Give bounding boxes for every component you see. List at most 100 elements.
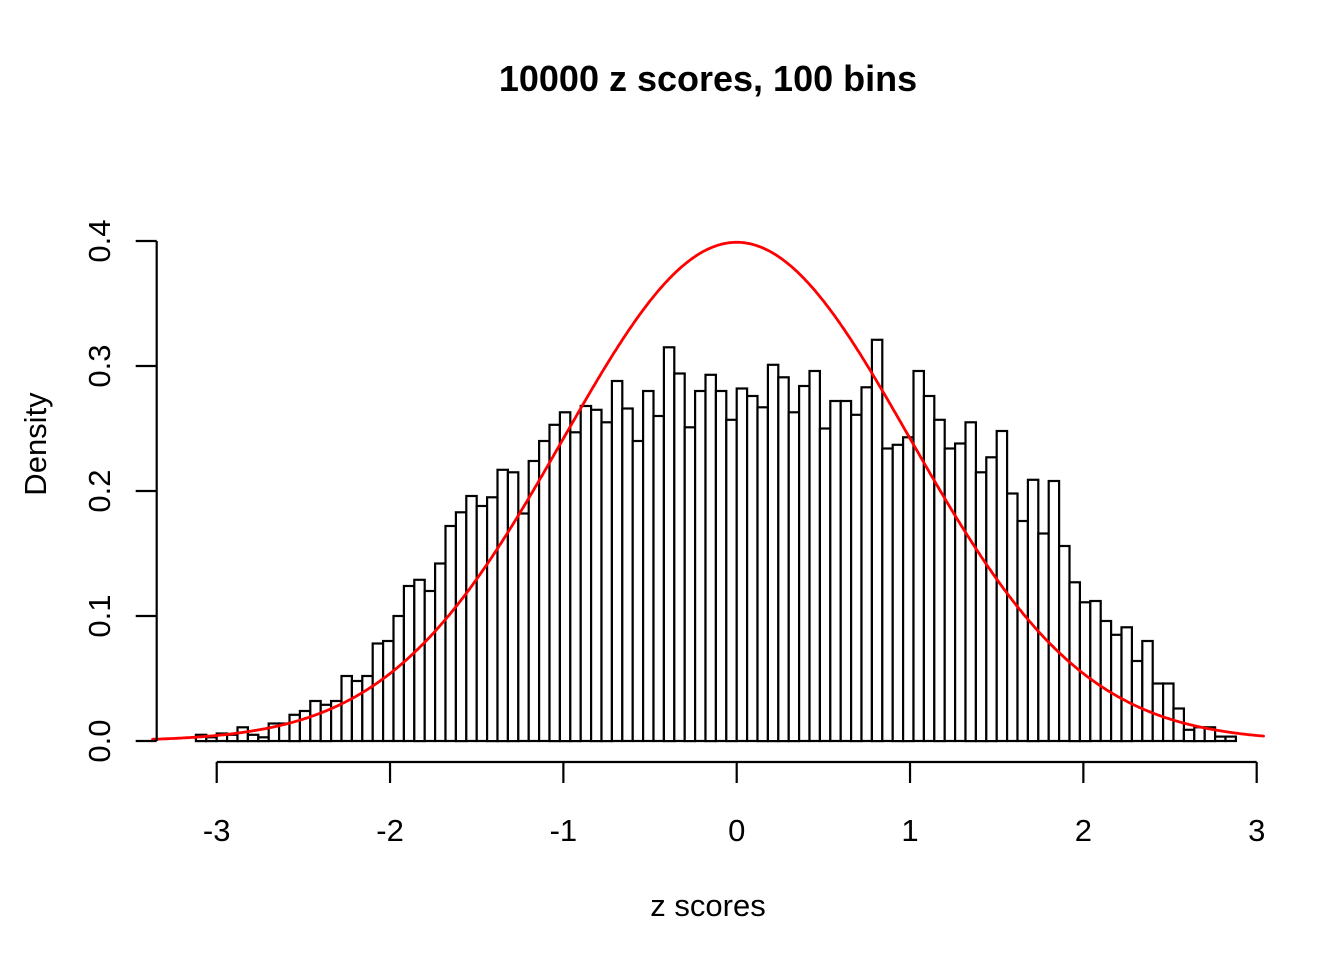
chart-title: 10000 z scores, 100 bins — [498, 58, 918, 99]
histogram-bar — [673, 372, 686, 743]
histogram-bar — [912, 369, 925, 743]
histogram-bar — [309, 699, 322, 743]
histogram-bar — [766, 363, 780, 743]
histogram-bar — [506, 471, 520, 743]
histogram-bar — [641, 389, 655, 743]
histogram-bar — [600, 421, 613, 743]
y-tick-label: 0.2 — [82, 469, 117, 512]
histogram-bar — [704, 373, 717, 743]
histogram-bar — [1172, 707, 1185, 743]
histogram-bar — [434, 562, 447, 743]
y-tick-label: 0.3 — [82, 344, 117, 387]
y-tick-label: 0.4 — [82, 219, 117, 262]
histogram-bar — [818, 427, 832, 743]
histogram-bar — [621, 407, 634, 743]
histogram-bar — [1109, 633, 1123, 743]
histogram-bar — [735, 387, 749, 743]
histogram-bar — [444, 524, 457, 743]
histogram-bar — [548, 423, 561, 743]
histogram-bar — [631, 439, 645, 743]
histogram-bar — [1182, 728, 1196, 743]
histogram-bar — [922, 394, 936, 743]
histogram-bar — [558, 411, 572, 743]
x-tick-label: 0 — [728, 813, 745, 848]
histogram-bar — [257, 736, 270, 743]
histogram-bar — [527, 459, 541, 743]
histogram-bar — [1057, 544, 1071, 743]
histogram-bar — [1193, 726, 1206, 743]
histogram-bar — [725, 418, 738, 743]
histogram-bar — [881, 447, 894, 743]
histogram-bar — [860, 386, 873, 743]
histogram-bar — [382, 639, 395, 743]
x-tick-label: 2 — [1075, 813, 1092, 848]
histogram-bar — [1005, 492, 1019, 743]
histogram-bar — [350, 679, 364, 743]
histogram-bar — [465, 494, 478, 743]
histogram-bar — [496, 468, 509, 743]
histogram-bar — [1120, 626, 1133, 743]
histogram-bar — [953, 442, 967, 743]
histogram-bar — [756, 406, 769, 743]
histogram-bar — [1089, 599, 1102, 743]
histogram-bar — [849, 413, 863, 743]
histogram-bar — [454, 511, 468, 743]
histogram-bar — [933, 418, 946, 743]
histogram-bar — [1203, 726, 1217, 743]
x-tick-label: -3 — [203, 813, 231, 848]
histogram-bar — [891, 443, 905, 743]
histogram-bar — [205, 736, 218, 743]
histogram-bar — [964, 421, 977, 743]
histogram-bar — [517, 512, 530, 743]
histogram-bar — [943, 447, 957, 743]
histogram-bar — [839, 399, 853, 743]
histogram-bar — [797, 384, 811, 743]
histogram-bar — [610, 379, 624, 743]
histogram-bar — [1224, 735, 1237, 743]
histogram-bar — [1026, 478, 1040, 743]
histogram-bar — [371, 642, 385, 743]
histogram-bar — [569, 431, 582, 743]
histogram-bar — [714, 389, 728, 743]
histogram-bar — [226, 733, 239, 743]
y-tick-label: 0.1 — [82, 594, 117, 637]
histogram-bar — [1047, 479, 1061, 743]
histogram-bar — [870, 338, 884, 743]
histogram-bar — [787, 411, 801, 743]
histogram-bar — [475, 504, 489, 743]
histogram-bar — [288, 713, 301, 743]
histogram-bar — [974, 471, 988, 743]
x-tick-label: 3 — [1248, 813, 1265, 848]
normal-curve — [151, 240, 1265, 741]
histogram-bar — [652, 414, 665, 743]
histogram-bar — [829, 399, 842, 743]
histogram-bar — [808, 369, 821, 743]
histogram-bar — [579, 404, 593, 743]
x-tick-label: -2 — [376, 813, 404, 848]
histogram-bar — [589, 408, 603, 743]
x-tick-label: 1 — [901, 813, 918, 848]
histogram-bar — [1141, 639, 1154, 743]
histogram-bar — [777, 376, 790, 743]
histogram-bar — [1016, 519, 1029, 743]
histogram-bar — [246, 733, 260, 743]
histogram-bar — [693, 389, 707, 743]
histogram-bar — [1099, 619, 1113, 743]
histogram-bar — [1161, 682, 1175, 743]
histogram-bar — [745, 394, 759, 743]
histogram-bar — [340, 674, 353, 743]
histogram-bar — [537, 439, 551, 743]
x-tick-label: -1 — [550, 813, 578, 848]
histogram-bar — [1213, 735, 1227, 743]
histogram-bar — [423, 589, 437, 743]
y-tick-label: 0.0 — [82, 719, 117, 762]
histogram-bar — [662, 346, 676, 743]
histogram-bar — [985, 456, 998, 743]
histogram-bar — [901, 436, 915, 743]
histogram-bar — [298, 709, 312, 743]
histogram-bar — [392, 614, 405, 743]
histogram-bar — [1130, 659, 1144, 743]
histogram-bar — [402, 584, 416, 743]
